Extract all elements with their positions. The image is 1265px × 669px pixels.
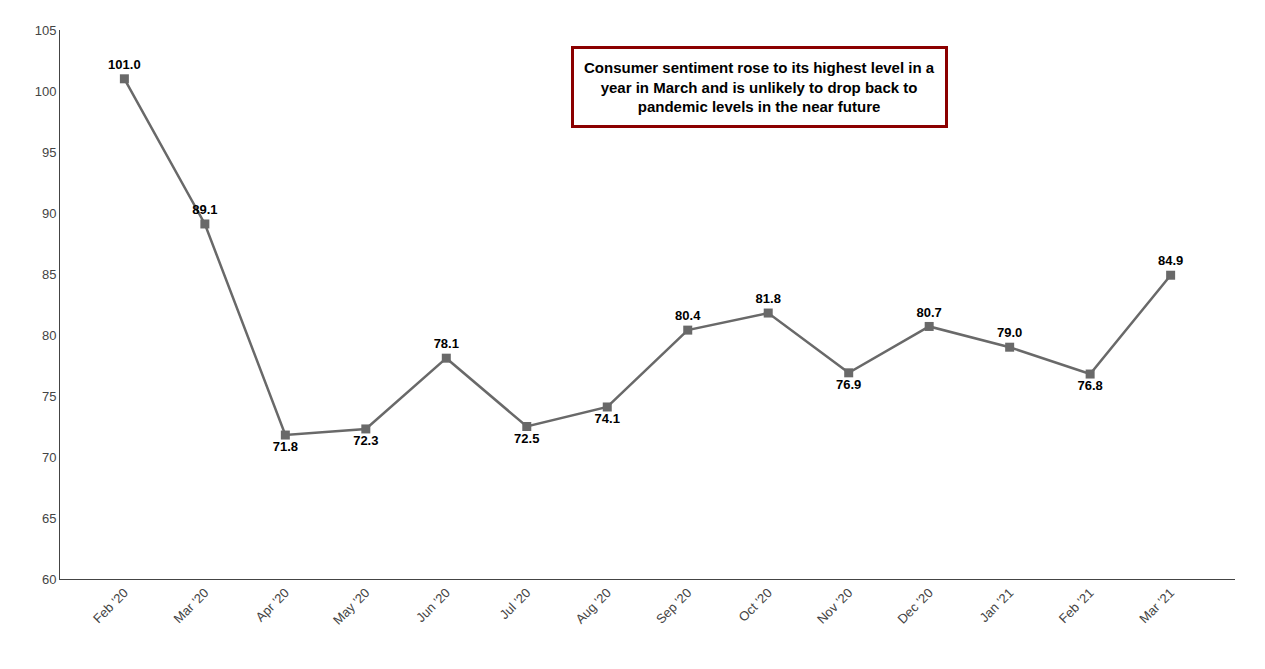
- svg-text:Mar '21: Mar '21: [1136, 585, 1177, 626]
- svg-text:Jun '20: Jun '20: [413, 585, 453, 625]
- svg-text:79.0: 79.0: [997, 325, 1022, 340]
- svg-text:Aug '20: Aug '20: [572, 585, 613, 626]
- svg-text:100: 100: [35, 84, 57, 99]
- svg-text:80: 80: [42, 328, 56, 343]
- svg-text:60: 60: [42, 572, 56, 587]
- svg-text:Nov '20: Nov '20: [814, 585, 855, 626]
- svg-text:71.8: 71.8: [273, 439, 298, 454]
- svg-text:Oct '20: Oct '20: [735, 585, 774, 624]
- svg-text:90: 90: [42, 206, 56, 221]
- svg-text:76.9: 76.9: [836, 377, 861, 392]
- svg-text:May '20: May '20: [330, 585, 373, 628]
- svg-text:72.3: 72.3: [353, 433, 378, 448]
- svg-text:Dec '20: Dec '20: [894, 585, 935, 626]
- svg-text:101.0: 101.0: [108, 57, 141, 72]
- svg-text:72.5: 72.5: [514, 431, 539, 446]
- svg-text:Apr '20: Apr '20: [253, 585, 292, 624]
- svg-text:80.4: 80.4: [675, 308, 701, 323]
- svg-text:Jul '20: Jul '20: [497, 585, 534, 622]
- svg-text:Sep '20: Sep '20: [653, 585, 694, 626]
- svg-text:75: 75: [42, 389, 56, 404]
- svg-text:Mar '20: Mar '20: [171, 585, 212, 626]
- svg-text:105: 105: [35, 23, 57, 38]
- svg-text:85: 85: [42, 267, 56, 282]
- svg-text:89.1: 89.1: [192, 202, 217, 217]
- svg-text:81.8: 81.8: [756, 291, 781, 306]
- svg-text:76.8: 76.8: [1077, 378, 1102, 393]
- svg-text:70: 70: [42, 450, 56, 465]
- svg-text:74.1: 74.1: [595, 411, 620, 426]
- svg-text:80.7: 80.7: [917, 305, 942, 320]
- svg-text:Feb '20: Feb '20: [90, 585, 131, 626]
- svg-text:78.1: 78.1: [434, 336, 459, 351]
- svg-text:Consumer sentiment rose to its: Consumer sentiment rose to its highest l…: [584, 59, 935, 115]
- svg-text:95: 95: [42, 145, 56, 160]
- svg-text:Jan '21: Jan '21: [976, 585, 1016, 625]
- svg-text:Feb '21: Feb '21: [1056, 585, 1097, 626]
- svg-text:84.9: 84.9: [1158, 253, 1183, 268]
- svg-text:65: 65: [42, 511, 56, 526]
